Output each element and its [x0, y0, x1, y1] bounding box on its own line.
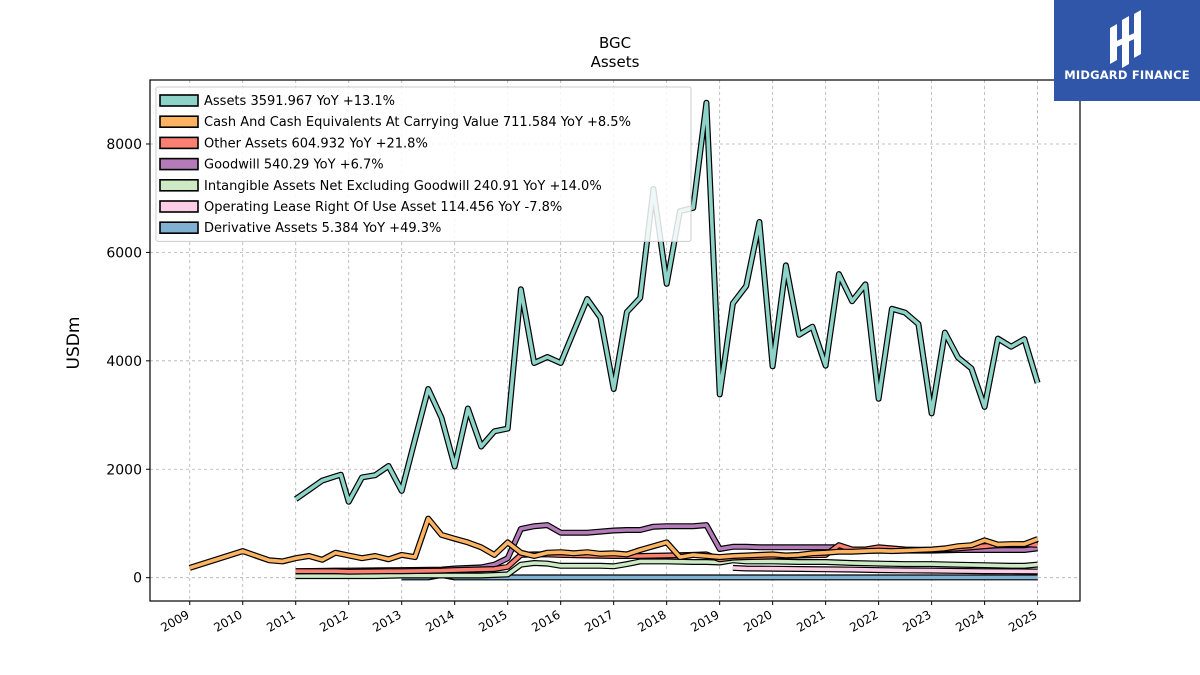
series-layer — [188, 99, 1041, 581]
series-line — [295, 558, 1038, 578]
legend-entry: Intangible Assets Net Excluding Goodwill… — [159, 179, 602, 194]
legend-label: Intangible Assets Net Excluding Goodwill… — [204, 179, 602, 194]
chart-subtitle: Assets — [591, 53, 640, 71]
plot-frame — [149, 79, 1081, 602]
x-tick-label: 2019 — [688, 607, 721, 634]
x-tick-label: 2018 — [635, 607, 668, 634]
legend-entry: Cash And Cash Equivalents At Carrying Va… — [159, 115, 631, 130]
legend-swatch — [159, 179, 199, 192]
series-intangible-assets-net-excluding-goodwill — [295, 557, 1038, 580]
x-tick-label: 2012 — [317, 607, 350, 634]
y-tick-label: 4000 — [106, 354, 142, 370]
legend-label: Other Assets 604.932 YoY +21.8% — [204, 136, 428, 151]
legend-entry: Operating Lease Right Of Use Asset 114.4… — [159, 200, 562, 215]
legend-label: Assets 3591.967 YoY +13.1% — [204, 94, 395, 109]
y-tick-label: 8000 — [106, 137, 142, 153]
legend-swatch — [159, 221, 199, 234]
legend-entry: Goodwill 540.29 YoY +6.7% — [159, 157, 384, 173]
x-tick-label: 2009 — [158, 607, 191, 634]
x-tick-label: 2017 — [582, 607, 615, 634]
legend-label: Operating Lease Right Of Use Asset 114.4… — [204, 200, 562, 215]
chart-title: BGC — [599, 34, 631, 52]
legend-entry: Derivative Assets 5.384 YoY +49.3% — [159, 221, 441, 236]
y-tick-label: 2000 — [106, 462, 142, 478]
series-line — [189, 516, 1039, 570]
x-tick-label: 2020 — [741, 607, 774, 634]
x-tick-label: 2015 — [476, 607, 509, 634]
x-tick-label: 2010 — [211, 607, 244, 634]
legend-label: Derivative Assets 5.384 YoY +49.3% — [204, 221, 441, 236]
x-tick-label: 2021 — [794, 607, 827, 634]
y-tick-label: 6000 — [106, 245, 142, 261]
legend-swatch — [159, 115, 199, 128]
x-tick-label: 2016 — [529, 607, 562, 634]
x-tick-label: 2011 — [264, 607, 297, 634]
brand-logo: MIDGARD FINANCE — [1054, 0, 1200, 101]
y-tick-label: 0 — [133, 571, 142, 587]
x-tick-label: 2023 — [900, 607, 933, 634]
x-tick-label: 2022 — [847, 607, 880, 634]
legend: Assets 3591.967 YoY +13.1% Cash And Cash … — [155, 86, 692, 242]
y-axis-label: USDm — [64, 317, 84, 370]
legend-box — [155, 86, 692, 242]
legend-swatch — [159, 157, 199, 171]
x-tick-label: 2024 — [953, 607, 986, 634]
series-operating-lease-right-of-use-asset — [732, 564, 1038, 575]
legend-swatch — [159, 136, 199, 150]
legend-label: Goodwill 540.29 YoY +6.7% — [204, 158, 384, 173]
x-tick-label: 2014 — [423, 607, 456, 634]
legend-swatch — [159, 94, 199, 107]
series-line — [732, 566, 1038, 574]
x-tick-label: 2025 — [1006, 607, 1039, 634]
brand-name: MIDGARD FINANCE — [1064, 68, 1190, 82]
legend-swatch — [159, 200, 199, 213]
legend-entry: Assets 3591.967 YoY +13.1% — [159, 94, 395, 109]
x-tick-label: 2013 — [370, 607, 403, 634]
legend-entry: Other Assets 604.932 YoY +21.8% — [159, 136, 428, 151]
legend-label: Cash And Cash Equivalents At Carrying Va… — [204, 115, 631, 130]
series-cash-and-cash-equivalents-at-carrying-value — [188, 515, 1039, 571]
brand-mark-icon — [1110, 10, 1141, 68]
